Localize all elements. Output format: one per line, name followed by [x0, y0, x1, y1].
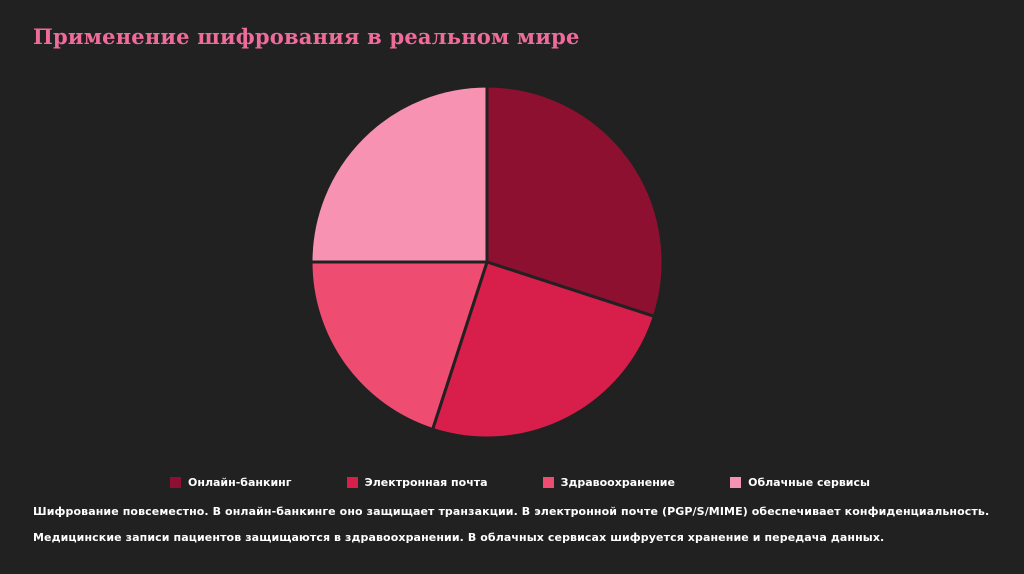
- pie-slice-0: [485, 84, 665, 318]
- legend-label: Электронная почта: [364, 476, 488, 489]
- caption-line-1: Шифрование повсеместно. В онлайн-банкинг…: [33, 505, 990, 518]
- legend-item: Облачные сервисы: [730, 477, 870, 488]
- chart-title: Применение шифрования в реальном мире: [33, 24, 580, 49]
- legend: Онлайн-банкинг Электронная почта Здравоохр…: [170, 477, 870, 488]
- pie-slice-3: [309, 84, 489, 264]
- pie-chart: [297, 72, 677, 452]
- legend-label: Здравоохранение: [560, 476, 675, 489]
- legend-item: Онлайн-банкинг: [170, 477, 292, 488]
- caption-line-2: Медицинские записи пациентов защищаются …: [33, 531, 885, 544]
- legend-item: Электронная почта: [346, 476, 488, 489]
- legend-item: Здравоохранение: [542, 476, 675, 489]
- legend-label: Облачные сервисы: [748, 476, 870, 489]
- legend-swatch: [730, 477, 742, 488]
- legend-swatch: [346, 477, 358, 488]
- legend-label: Онлайн-банкинг: [188, 476, 292, 489]
- pie-slice-1: [431, 260, 656, 440]
- pie-svg: [309, 84, 665, 440]
- pie-slice-2: [309, 260, 489, 431]
- legend-swatch: [542, 477, 554, 488]
- legend-swatch: [170, 477, 181, 488]
